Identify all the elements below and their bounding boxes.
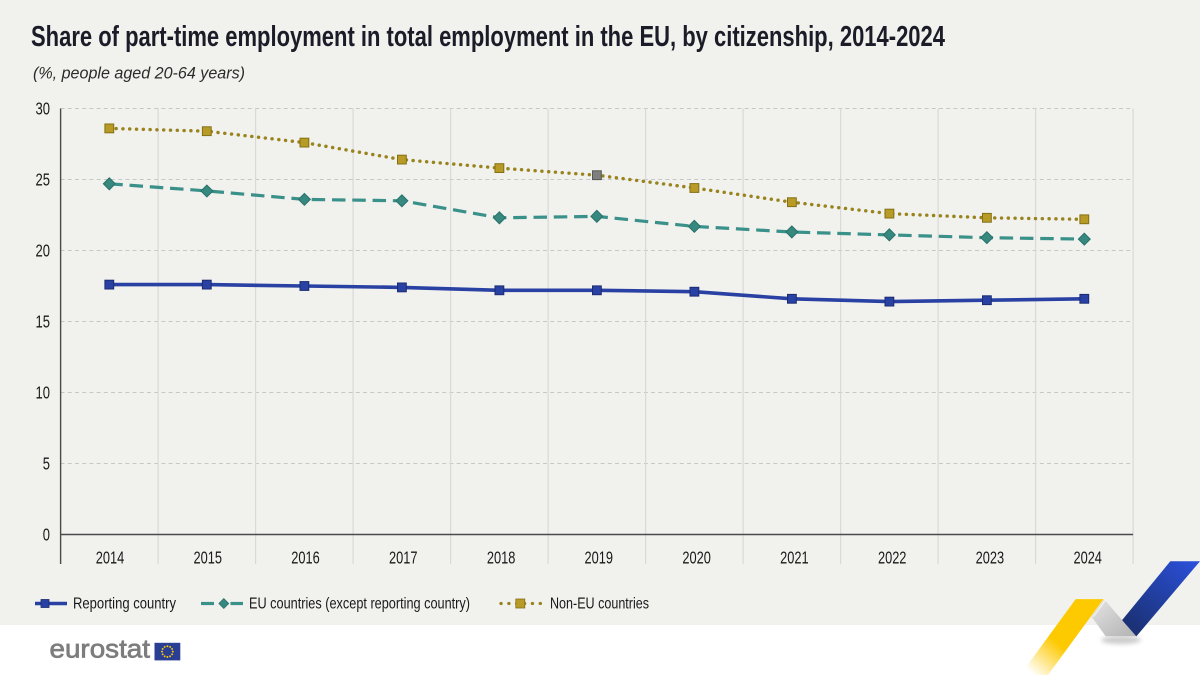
svg-text:(%, people aged 20-64 years): (%, people aged 20-64 years) xyxy=(33,63,245,82)
svg-text:30: 30 xyxy=(36,99,51,119)
svg-text:2014: 2014 xyxy=(96,548,125,568)
svg-text:2019: 2019 xyxy=(585,548,614,568)
svg-text:2016: 2016 xyxy=(291,548,320,568)
svg-text:10: 10 xyxy=(36,383,51,403)
svg-text:Share of part-time employment: Share of part-time employment in total e… xyxy=(31,21,945,53)
svg-text:25: 25 xyxy=(36,170,51,190)
svg-text:20: 20 xyxy=(36,241,51,261)
svg-text:2020: 2020 xyxy=(682,548,711,568)
svg-text:2022: 2022 xyxy=(878,548,907,568)
svg-text:Non-EU countries: Non-EU countries xyxy=(550,596,649,613)
svg-text:2017: 2017 xyxy=(389,548,418,568)
svg-text:2023: 2023 xyxy=(976,548,1005,568)
svg-text:15: 15 xyxy=(36,312,51,332)
svg-text:2018: 2018 xyxy=(487,548,516,568)
svg-text:Reporting country: Reporting country xyxy=(73,596,176,613)
svg-text:EU countries (except reporting: EU countries (except reporting country) xyxy=(249,596,470,613)
svg-text:eurostat: eurostat xyxy=(50,634,151,664)
svg-text:2021: 2021 xyxy=(780,548,809,568)
svg-text:5: 5 xyxy=(43,454,50,474)
svg-text:0: 0 xyxy=(43,525,50,545)
svg-text:2015: 2015 xyxy=(194,548,223,568)
svg-text:2024: 2024 xyxy=(1073,548,1102,568)
